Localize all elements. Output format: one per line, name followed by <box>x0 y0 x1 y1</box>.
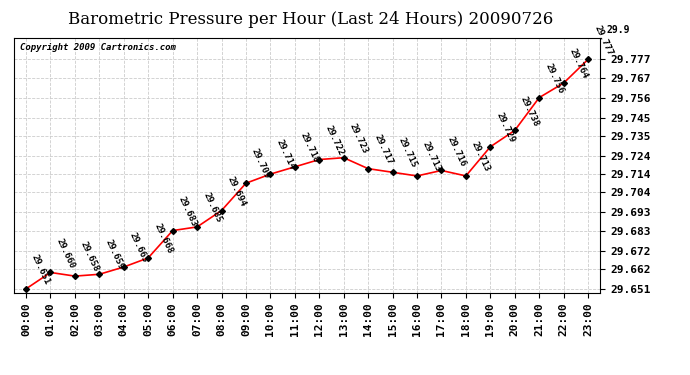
Text: 29.777: 29.777 <box>592 24 614 57</box>
Text: 29.694: 29.694 <box>226 175 248 208</box>
Text: 29.683: 29.683 <box>177 195 199 228</box>
Text: 29.659: 29.659 <box>104 238 126 272</box>
Text: 29.738: 29.738 <box>519 94 541 128</box>
Text: Barometric Pressure per Hour (Last 24 Hours) 20090726: Barometric Pressure per Hour (Last 24 Ho… <box>68 11 553 28</box>
Text: 29.718: 29.718 <box>299 131 321 164</box>
Text: 29.723: 29.723 <box>348 122 370 155</box>
Text: 29.764: 29.764 <box>568 47 589 80</box>
Text: 29.651: 29.651 <box>30 253 52 286</box>
Text: 29.714: 29.714 <box>275 138 296 171</box>
Text: 29.715: 29.715 <box>397 136 419 170</box>
Text: 29.709: 29.709 <box>250 147 272 180</box>
Text: 29.660: 29.660 <box>55 237 77 270</box>
Text: 29.716: 29.716 <box>446 135 467 168</box>
Text: 29.9: 29.9 <box>606 25 630 35</box>
Text: 29.713: 29.713 <box>470 140 492 173</box>
Text: 29.685: 29.685 <box>201 191 223 224</box>
Text: 29.658: 29.658 <box>79 240 101 273</box>
Text: 29.717: 29.717 <box>373 133 394 166</box>
Text: 29.722: 29.722 <box>324 124 345 157</box>
Text: 29.663: 29.663 <box>128 231 150 264</box>
Text: 29.729: 29.729 <box>495 111 516 144</box>
Text: 29.713: 29.713 <box>421 140 443 173</box>
Text: 29.756: 29.756 <box>543 62 565 95</box>
Text: Copyright 2009 Cartronics.com: Copyright 2009 Cartronics.com <box>19 43 175 52</box>
Text: 29.668: 29.668 <box>152 222 174 255</box>
